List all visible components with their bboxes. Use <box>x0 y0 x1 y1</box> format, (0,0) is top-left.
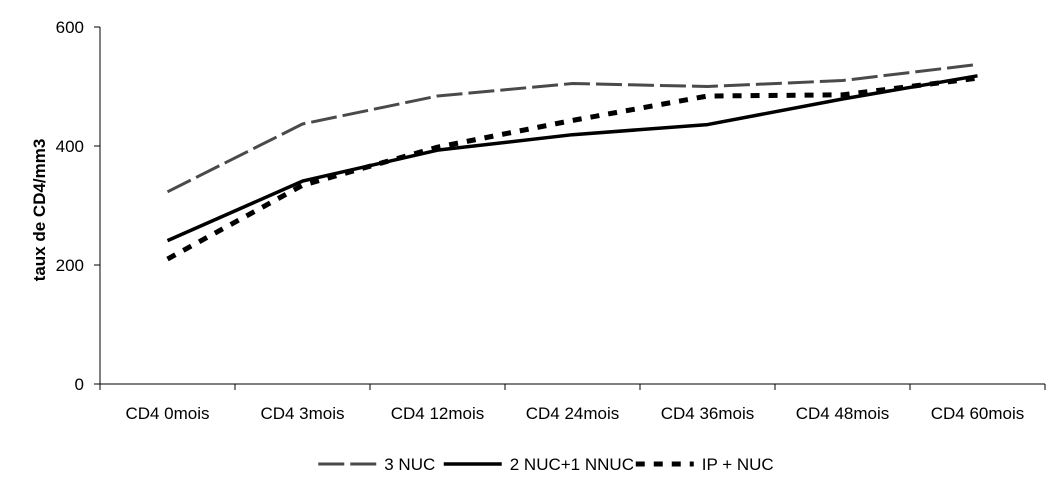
x-tick-label: CD4 48mois <box>796 404 890 423</box>
series-layer <box>166 62 978 262</box>
y-tick-label: 600 <box>56 18 84 37</box>
legend: 3 NUC 2 NUC+1 NNUC IP + NUC <box>318 455 774 474</box>
series-line <box>166 62 978 194</box>
data-point <box>572 83 573 84</box>
legend-item: 3 NUC <box>318 455 435 474</box>
data-point <box>977 75 978 76</box>
x-tick-label: CD4 24mois <box>526 404 620 423</box>
legend-label: 3 NUC <box>384 455 435 474</box>
data-point <box>842 98 843 99</box>
y-tick-label: 400 <box>56 137 84 156</box>
x-axis: CD4 0mois CD4 3mois CD4 12mois CD4 24mois CD… <box>99 383 1046 423</box>
data-point <box>842 94 843 95</box>
series-line <box>166 75 978 262</box>
data-point <box>437 147 438 148</box>
y-tick-label: 200 <box>56 256 84 275</box>
data-point <box>977 64 978 65</box>
data-point <box>167 191 168 192</box>
series-ip-nuc <box>166 75 978 262</box>
data-point <box>572 120 573 121</box>
data-point <box>842 80 843 81</box>
data-point <box>302 181 303 182</box>
y-tick-label: 0 <box>75 375 84 394</box>
data-point <box>977 78 978 79</box>
data-point <box>707 86 708 87</box>
data-point <box>707 96 708 97</box>
x-tick-label: CD4 60mois <box>931 404 1025 423</box>
y-axis: 0 200 400 600 <box>56 18 101 394</box>
x-tick-label: CD4 36mois <box>661 404 755 423</box>
legend-item: IP + NUC <box>635 455 774 474</box>
series-line <box>166 74 978 243</box>
x-tick-label: CD4 3mois <box>260 404 344 423</box>
data-point <box>707 124 708 125</box>
data-point <box>167 259 168 260</box>
legend-label: 2 NUC+1 NNUC <box>510 455 634 474</box>
data-point <box>572 134 573 135</box>
series-3-nuc <box>166 62 978 194</box>
x-tick-label: CD4 12mois <box>391 404 485 423</box>
legend-label: IP + NUC <box>702 455 774 474</box>
data-point <box>167 240 168 241</box>
data-point <box>302 185 303 186</box>
series-2-nuc-1-nnuc <box>166 74 978 243</box>
data-point <box>302 123 303 124</box>
data-point <box>437 96 438 97</box>
y-axis-title: taux de CD4/mm3 <box>30 139 49 282</box>
legend-item: 2 NUC+1 NNUC <box>443 455 634 474</box>
x-tick-label: CD4 0mois <box>125 404 209 423</box>
